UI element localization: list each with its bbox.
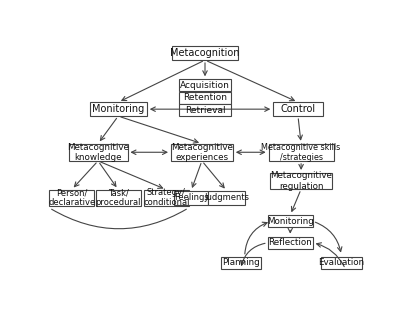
FancyBboxPatch shape [268,237,313,249]
Text: Feelings: Feelings [174,193,208,202]
FancyArrowPatch shape [52,209,186,229]
FancyBboxPatch shape [90,102,147,116]
FancyBboxPatch shape [144,190,189,206]
Text: Retention: Retention [183,93,227,102]
Text: Planning: Planning [222,258,260,267]
Text: Person/
declarative: Person/ declarative [48,188,95,207]
FancyBboxPatch shape [270,173,332,189]
FancyBboxPatch shape [179,104,231,116]
Text: Metacognition: Metacognition [170,48,240,58]
FancyBboxPatch shape [208,191,245,205]
FancyBboxPatch shape [174,191,208,205]
FancyBboxPatch shape [49,190,94,206]
FancyBboxPatch shape [96,190,141,206]
FancyBboxPatch shape [220,257,261,269]
Text: Retrieval: Retrieval [185,106,225,115]
FancyBboxPatch shape [273,102,323,116]
Text: Monitoring: Monitoring [267,217,314,226]
Text: Monitoring: Monitoring [92,104,144,114]
Text: Control: Control [280,104,316,114]
Text: Metacognitive
regulation: Metacognitive regulation [270,171,332,191]
Text: Acquisition: Acquisition [180,81,230,90]
Text: Strategy/
conditional: Strategy/ conditional [143,188,190,207]
Text: Evaluation: Evaluation [318,258,364,267]
FancyBboxPatch shape [268,144,334,161]
FancyBboxPatch shape [179,79,231,91]
Text: Task/
procedural: Task/ procedural [96,188,141,207]
Text: Metacognitive skills
/strategies: Metacognitive skills /strategies [262,142,341,162]
Text: Judgments: Judgments [204,193,249,202]
Text: Metacognitive
experiences: Metacognitive experiences [171,142,233,162]
FancyBboxPatch shape [268,215,313,227]
FancyBboxPatch shape [179,92,231,104]
Text: Metacognitive
knowledge: Metacognitive knowledge [67,142,129,162]
FancyBboxPatch shape [171,144,233,161]
Text: Reflection: Reflection [268,238,312,247]
FancyBboxPatch shape [172,46,238,60]
FancyBboxPatch shape [321,257,362,269]
FancyBboxPatch shape [69,144,128,161]
